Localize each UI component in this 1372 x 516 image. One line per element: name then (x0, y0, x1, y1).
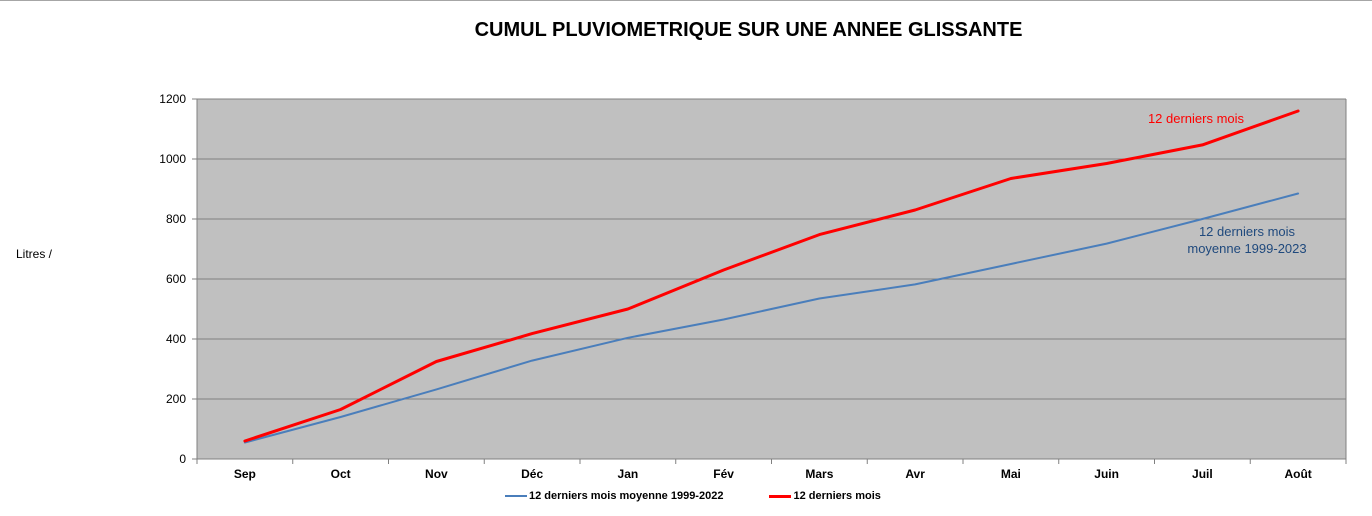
y-axis-label: Litres / (16, 247, 53, 261)
legend-label-average: 12 derniers mois moyenne 1999-2022 (529, 490, 724, 502)
annotation-average-line1: 12 derniers mois (1199, 224, 1296, 239)
x-tick-label: Fév (713, 467, 734, 481)
y-tick-label: 1200 (159, 92, 186, 106)
legend-label-last-12-months: 12 derniers mois (793, 490, 881, 502)
y-tick-label: 600 (166, 272, 186, 286)
y-tick-label: 0 (179, 452, 186, 466)
x-tick-label: Oct (331, 467, 351, 481)
annotation-last-12-months: 12 derniers mois (1148, 111, 1245, 126)
x-tick-label: Août (1284, 467, 1311, 481)
annotation-average-line2: moyenne 1999-2023 (1187, 241, 1306, 256)
y-tick-label: 800 (166, 212, 186, 226)
legend-item-average: 12 derniers mois moyenne 1999-2022 (505, 490, 723, 502)
x-tick-label: Juil (1192, 467, 1213, 481)
x-tick-label: Sep (234, 467, 256, 481)
x-tick-label: Déc (521, 467, 543, 481)
x-tick-label: Jan (618, 467, 639, 481)
legend: 12 derniers mois moyenne 1999-2022 12 de… (505, 490, 927, 502)
y-tick-label: 400 (166, 332, 186, 346)
legend-swatch-last-12-months (769, 494, 792, 498)
x-tick-label: Avr (905, 467, 925, 481)
series-line-0 (243, 192, 1300, 444)
legend-item-last-12-months: 12 derniers mois (769, 490, 881, 502)
x-tick-label: Mars (805, 467, 833, 481)
x-tick-label: Mai (1001, 467, 1021, 481)
series-line-1 (243, 109, 1300, 443)
y-tick-label: 200 (166, 392, 186, 406)
top-border (0, 0, 1372, 1)
x-tick-label: Nov (425, 467, 448, 481)
x-tick-label: Juin (1094, 467, 1119, 481)
y-tick-label: 1000 (159, 152, 186, 166)
legend-swatch-average (505, 495, 527, 497)
